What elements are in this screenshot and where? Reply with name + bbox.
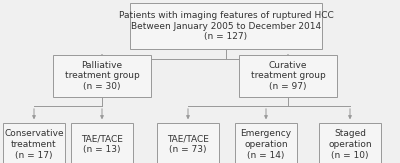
FancyBboxPatch shape xyxy=(235,123,297,163)
FancyBboxPatch shape xyxy=(53,55,151,97)
FancyBboxPatch shape xyxy=(3,123,65,163)
FancyBboxPatch shape xyxy=(319,123,381,163)
Text: Palliative
treatment group
(n = 30): Palliative treatment group (n = 30) xyxy=(65,60,139,91)
FancyBboxPatch shape xyxy=(239,55,337,97)
Text: TAE/TACE
(n = 73): TAE/TACE (n = 73) xyxy=(167,134,209,154)
Text: Conservative
treatment
(n = 17): Conservative treatment (n = 17) xyxy=(4,129,64,160)
FancyBboxPatch shape xyxy=(71,123,133,163)
Text: Emergency
operation
(n = 14): Emergency operation (n = 14) xyxy=(240,129,292,160)
FancyBboxPatch shape xyxy=(130,3,322,49)
Text: Staged
operation
(n = 10): Staged operation (n = 10) xyxy=(328,129,372,160)
Text: Curative
treatment group
(n = 97): Curative treatment group (n = 97) xyxy=(251,60,325,91)
Text: TAE/TACE
(n = 13): TAE/TACE (n = 13) xyxy=(81,134,123,154)
FancyBboxPatch shape xyxy=(157,123,219,163)
Text: Patients with imaging features of ruptured HCC
Between January 2005 to December : Patients with imaging features of ruptur… xyxy=(119,11,333,41)
